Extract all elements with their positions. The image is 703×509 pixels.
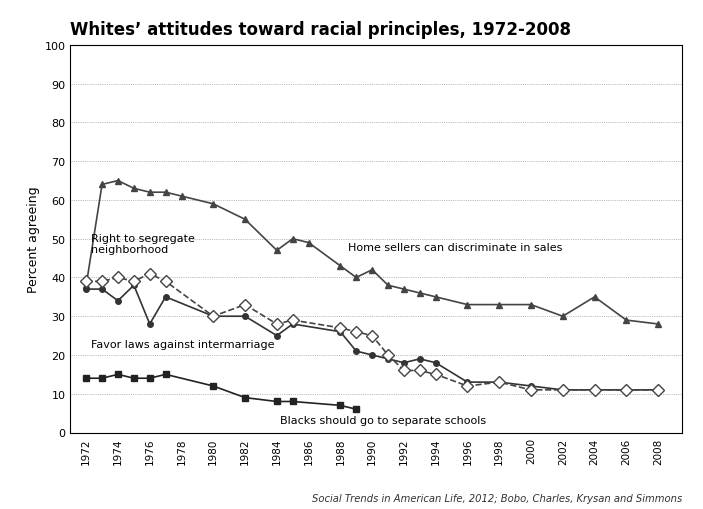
Text: Home sellers can discriminate in sales: Home sellers can discriminate in sales — [348, 243, 562, 253]
Text: Right to segregate
neighborhood: Right to segregate neighborhood — [91, 233, 195, 254]
Text: Social Trends in American Life, 2012; Bobo, Charles, Krysan and Simmons: Social Trends in American Life, 2012; Bo… — [311, 493, 682, 503]
Text: Whites’ attitudes toward racial principles, 1972-2008: Whites’ attitudes toward racial principl… — [70, 21, 572, 39]
Y-axis label: Percent agreeing: Percent agreeing — [27, 186, 40, 293]
Text: Favor laws against intermarriage: Favor laws against intermarriage — [91, 340, 274, 350]
Text: Blacks should go to separate schools: Blacks should go to separate schools — [280, 415, 486, 425]
